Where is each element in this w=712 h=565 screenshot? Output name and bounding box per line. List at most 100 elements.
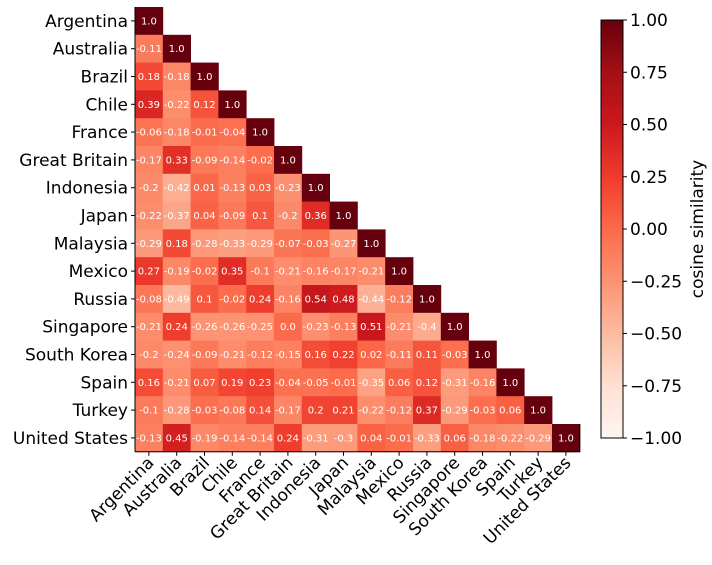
cell-value-label: -0.21 xyxy=(386,322,412,333)
heatmap-cell xyxy=(274,285,303,314)
cell-value-label: -0.28 xyxy=(164,406,190,417)
row-label: Chile xyxy=(85,95,128,115)
column-labels: ArgentinaAustraliaBrazilChileFranceGreat… xyxy=(86,451,576,549)
heatmap-cell xyxy=(274,201,303,230)
cell-value-label: -0.12 xyxy=(247,350,273,361)
row-label: Japan xyxy=(80,207,128,227)
cell-value-label: -0.24 xyxy=(164,350,190,361)
cell-value-label: 1.0 xyxy=(308,183,324,194)
cell-value-label: 0.01 xyxy=(193,183,215,194)
cell-value-label: -0.14 xyxy=(219,155,245,166)
cell-value-label: 0.06 xyxy=(388,378,410,389)
row-label: Singapore xyxy=(42,318,128,338)
cell-value-label: -0.19 xyxy=(192,433,218,444)
heatmap-cell xyxy=(190,201,219,230)
row-label: South Korea xyxy=(25,346,128,366)
cell-value-label: -0.15 xyxy=(275,350,301,361)
cell-value-label: -0.42 xyxy=(164,183,190,194)
cell-value-label: -0.16 xyxy=(303,267,329,278)
heatmap-cell xyxy=(135,34,164,63)
cell-value-label: -0.28 xyxy=(192,239,218,250)
cell-value-label: 0.07 xyxy=(193,378,215,389)
cell-value-label: 0.27 xyxy=(138,267,160,278)
heatmap-cell xyxy=(218,424,247,453)
cell-value-label: -0.25 xyxy=(247,322,273,333)
heatmap-cell xyxy=(468,396,497,425)
cell-value-label: -0.16 xyxy=(275,294,301,305)
cell-value-label: -0.31 xyxy=(442,378,468,389)
cell-value-label: 0.33 xyxy=(166,155,188,166)
cell-value-label: -0.03 xyxy=(192,406,218,417)
cell-value-label: -0.17 xyxy=(331,267,357,278)
heatmap-cell xyxy=(357,229,386,258)
cell-value-label: -0.12 xyxy=(386,406,412,417)
cell-value-label: -0.03 xyxy=(470,406,496,417)
heatmap-cell xyxy=(357,257,386,286)
heatmap-cells xyxy=(135,7,581,453)
heatmap-cell xyxy=(190,424,219,453)
heatmap-cell xyxy=(135,201,164,230)
cell-value-label: -0.18 xyxy=(164,72,190,83)
heatmap-cell xyxy=(218,257,247,286)
cell-value-label: -0.03 xyxy=(303,239,329,250)
heatmap-cell xyxy=(301,201,330,230)
cell-value-label: -0.01 xyxy=(386,433,412,444)
heatmap-cell xyxy=(357,285,386,314)
heatmap-cell xyxy=(274,340,303,369)
heatmap-cell xyxy=(552,424,581,453)
heatmap-cell xyxy=(190,368,219,397)
heatmap-cell xyxy=(301,285,330,314)
cell-value-label: -0.29 xyxy=(136,239,162,250)
colorbar-tick-label: 0.50 xyxy=(630,116,668,136)
heatmap-cell xyxy=(329,312,358,341)
heatmap-cell xyxy=(329,396,358,425)
colorbar: 1.00 0.75 0.50 0.25 0.00 −0.25 −0.50 −0.75 −1.00… xyxy=(600,11,708,449)
row-label: Indonesia xyxy=(46,179,128,199)
cell-value-label: -0.16 xyxy=(470,378,496,389)
heatmap-cell xyxy=(413,340,442,369)
cell-value-label: 0.51 xyxy=(360,322,382,333)
cell-value-label: -0.21 xyxy=(358,267,384,278)
heatmap-cell xyxy=(329,285,358,314)
row-label: Argentina xyxy=(45,12,128,32)
heatmap-cell xyxy=(218,368,247,397)
heatmap-cell xyxy=(246,396,275,425)
cell-value-label: -0.22 xyxy=(136,211,162,222)
heatmap-cell xyxy=(218,90,247,119)
heatmap-cell xyxy=(246,285,275,314)
heatmap-cell xyxy=(162,229,191,258)
cell-value-label: -0.37 xyxy=(164,211,190,222)
cell-value-label: 1.0 xyxy=(169,44,185,55)
cell-value-label: -0.22 xyxy=(497,433,523,444)
heatmap-cell xyxy=(301,257,330,286)
heatmap-cell xyxy=(246,173,275,202)
heatmap-cell xyxy=(413,285,442,314)
colorbar-ticks: 1.00 0.75 0.50 0.25 0.00 −0.25 −0.50 −0.75 −1.00 xyxy=(623,11,682,449)
row-label: Russia xyxy=(73,290,128,310)
heatmap-cell xyxy=(413,424,442,453)
heatmap-cell xyxy=(246,340,275,369)
cell-value-label: -0.18 xyxy=(164,128,190,139)
row-label: Turkey xyxy=(72,401,128,421)
cell-value-label: 0.48 xyxy=(332,294,354,305)
cell-value-label: -0.09 xyxy=(192,155,218,166)
heatmap-cell xyxy=(357,424,386,453)
heatmap-cell xyxy=(135,7,164,36)
heatmap-cell xyxy=(246,424,275,453)
cell-value-label: -0.11 xyxy=(136,44,162,55)
colorbar-tick-label: −0.25 xyxy=(630,272,682,292)
heatmap-cell xyxy=(246,201,275,230)
cell-value-label: -0.35 xyxy=(358,378,384,389)
colorbar-tick-label: 1.00 xyxy=(630,11,668,31)
heatmap-cell xyxy=(162,396,191,425)
cell-value-label: 0.1 xyxy=(197,294,213,305)
heatmap-cell xyxy=(162,368,191,397)
cell-value-label: -0.26 xyxy=(219,322,245,333)
heatmap-cell xyxy=(162,340,191,369)
heatmap-cell xyxy=(329,340,358,369)
heatmap-cell xyxy=(190,90,219,119)
heatmap-cell xyxy=(329,201,358,230)
cell-value-label: 1.0 xyxy=(336,211,352,222)
heatmap-cell xyxy=(413,368,442,397)
heatmap-cell xyxy=(440,424,469,453)
